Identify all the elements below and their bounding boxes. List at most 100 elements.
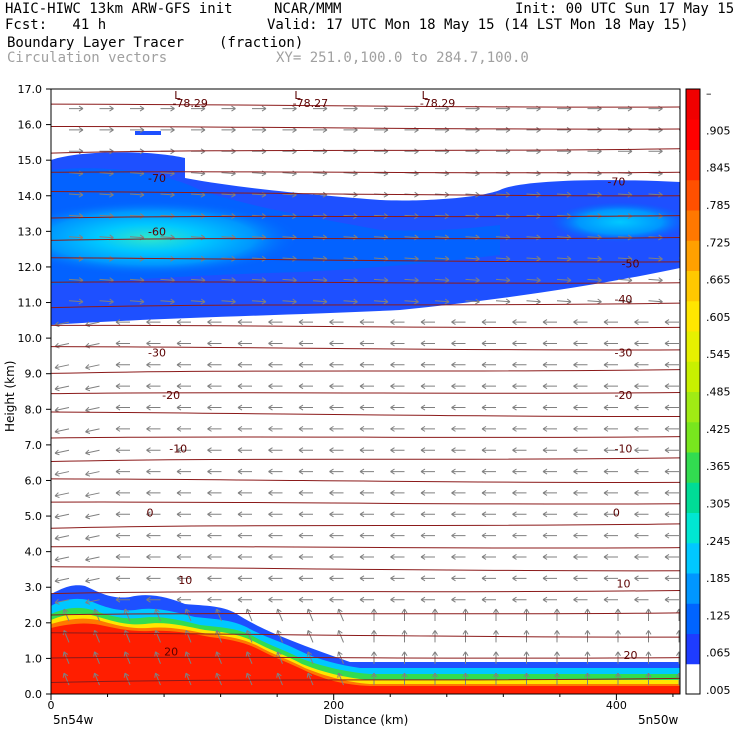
wind-vector [329, 532, 344, 539]
wind-vector [465, 298, 480, 305]
low-marker: L [294, 89, 301, 102]
wind-vector [512, 340, 527, 347]
wind-vector [268, 468, 283, 475]
wind-vector [434, 277, 450, 284]
wind-vector [634, 468, 649, 475]
wind-vector [54, 428, 70, 434]
wind-vector [282, 298, 297, 305]
colorbar-swatch [686, 89, 700, 120]
contour-label: 0 [146, 507, 153, 520]
contour-line [51, 523, 680, 529]
y-tick-label: 13.0 [18, 225, 43, 238]
wind-vector [85, 449, 100, 456]
wind-vector [523, 608, 530, 622]
wind-vector [207, 319, 222, 326]
wind-vector [115, 575, 130, 582]
colorbar-label: .845 [706, 162, 731, 175]
wind-vector [306, 672, 314, 686]
wind-vector [176, 447, 191, 454]
contour-line [51, 566, 680, 572]
temperature-contour-labels: 20 20 10 10 0 0 -10 -10 -20 -20 -30 -30 -40 -50 -60 -70… [146, 172, 639, 662]
wind-vector [207, 596, 222, 603]
wind-vector [245, 672, 253, 686]
wind-vector [401, 608, 408, 622]
contour-line [51, 545, 680, 549]
wind-vector [115, 532, 130, 539]
wind-vector [390, 404, 405, 411]
wind-vector [329, 447, 344, 454]
wind-vector [359, 554, 374, 560]
contour-line [51, 171, 680, 174]
wind-vector [115, 554, 130, 560]
wind-vector [603, 575, 618, 582]
wind-vector [54, 470, 70, 477]
y-tick-label: 3.0 [25, 581, 43, 594]
wind-vector [542, 575, 557, 582]
contour-line [51, 281, 680, 284]
wind-vector [390, 511, 405, 518]
colorbar-label: .185 [706, 572, 731, 585]
forecast-hour: Fcst: 41 h [5, 17, 107, 33]
wind-vector [664, 575, 679, 582]
wind-vector [462, 672, 469, 686]
wind-vector [451, 596, 466, 603]
wind-vector [176, 490, 191, 496]
wind-vector [85, 364, 100, 370]
wind-vector [68, 298, 84, 305]
contour-line [51, 103, 680, 108]
wind-vector [343, 105, 358, 112]
upper-tracer-core-right [550, 202, 680, 242]
wind-vector [207, 447, 222, 454]
wind-vector [617, 255, 633, 262]
valid-time: Valid: 17 UTC Mon 18 May 15 (14 LST Mon … [267, 17, 689, 33]
y-tick-label: 6.0 [25, 474, 43, 487]
wind-vector [207, 511, 222, 518]
wind-vector [329, 596, 344, 603]
wind-vector [573, 490, 588, 496]
wind-vector [542, 319, 557, 326]
wind-vector [603, 425, 618, 432]
wind-vector [237, 511, 252, 518]
wind-vector [123, 672, 131, 686]
wind-vector [390, 490, 405, 496]
wind-vector [329, 511, 344, 518]
wind-vector [573, 404, 588, 411]
wind-vector [542, 425, 557, 432]
wind-vector [115, 490, 130, 496]
wind-vector [85, 534, 100, 541]
wind-vector [99, 191, 114, 198]
wind-vector [420, 490, 435, 496]
wind-vector [329, 340, 344, 347]
wind-vector [130, 127, 145, 133]
y-tick-label: 12.0 [18, 261, 43, 274]
wind-vector [603, 404, 618, 411]
wind-vector [676, 608, 680, 622]
wind-vector [237, 554, 252, 560]
colorbar-label: .545 [706, 348, 731, 361]
y-tick-label: 16.0 [18, 119, 43, 132]
wind-vector [634, 511, 649, 518]
wind-vector [451, 490, 466, 496]
wind-vector [176, 511, 191, 518]
wind-vector [237, 340, 252, 347]
y-tick-label: 2.0 [25, 617, 43, 630]
contour-line [51, 589, 680, 595]
wind-vector [465, 277, 480, 284]
wind-vector [390, 383, 405, 390]
y-tick-label: 0.0 [25, 688, 43, 701]
wind-vector [251, 298, 267, 305]
wind-vector [221, 298, 236, 305]
colorbar-label: .725 [706, 236, 731, 249]
field-units: (fraction) [219, 35, 304, 51]
upper-tracer-core [51, 200, 300, 276]
wind-vector [420, 596, 435, 603]
wind-vector [191, 105, 206, 112]
colorbar-label: .605 [706, 311, 731, 324]
colorbar-swatch [686, 361, 700, 392]
wind-vector [664, 319, 679, 326]
wind-vector [237, 532, 252, 539]
wind-vector [146, 511, 161, 518]
wind-vector [556, 277, 572, 284]
wind-vector [420, 340, 435, 347]
wind-vector [573, 554, 588, 560]
